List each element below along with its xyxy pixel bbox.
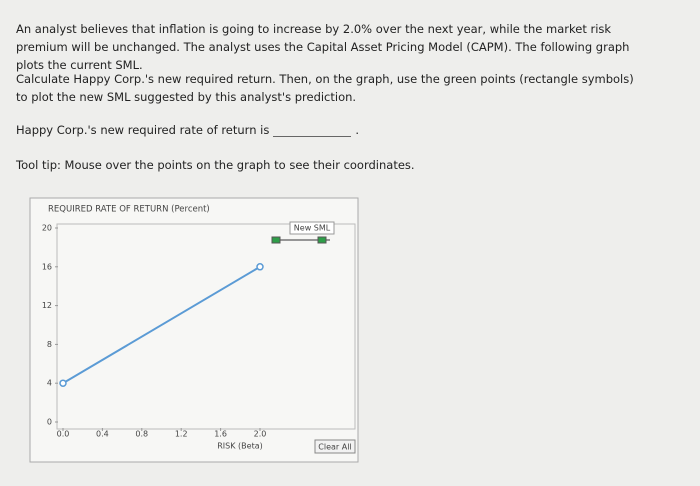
question-text: Happy Corp.'s new required rate of retur… — [16, 123, 270, 137]
paragraph: An analyst believes that inflation is go… — [16, 22, 630, 72]
y-axis-title: REQUIRED RATE OF RETURN (Percent) — [48, 205, 210, 215]
x-tick-label: 0.8 — [135, 430, 148, 439]
clear-button[interactable] — [314, 439, 356, 454]
legend-marker[interactable] — [271, 236, 281, 244]
question-end: . — [355, 123, 359, 137]
chart-frame — [29, 197, 359, 463]
sml-line — [62, 265, 261, 385]
sml-point[interactable] — [59, 379, 67, 387]
legend-box — [289, 221, 335, 235]
y-tick-label: 8 — [47, 340, 52, 349]
x-tick-label: 0.4 — [96, 430, 109, 439]
question: Happy Corp.'s new required rate of retur… — [16, 121, 636, 139]
paragraph: Calculate Happy Corp.'s new required ret… — [16, 72, 634, 104]
answer-blank[interactable] — [273, 124, 352, 137]
tooltip: Tool tip: Mouse over the points on the g… — [16, 158, 415, 172]
x-axis-title: RISK (Beta) — [217, 442, 262, 451]
clear-button-label[interactable]: Clear All — [318, 443, 351, 452]
legend-label: New SML — [294, 224, 331, 233]
y-tick-label: 0 — [47, 418, 52, 427]
y-tick-label: 20 — [42, 224, 52, 233]
x-tick-label: 2.0 — [254, 430, 267, 439]
y-tick-label: 4 — [47, 379, 52, 388]
legend-marker[interactable] — [317, 236, 327, 244]
plot-area — [56, 223, 356, 430]
sml-point[interactable] — [256, 263, 264, 271]
x-tick-label: 1.6 — [214, 430, 227, 439]
x-tick-label: 1.2 — [175, 430, 188, 439]
y-tick-label: 16 — [42, 262, 52, 271]
x-tick-label: 0.0 — [57, 430, 70, 439]
y-tick-label: 12 — [42, 301, 52, 310]
